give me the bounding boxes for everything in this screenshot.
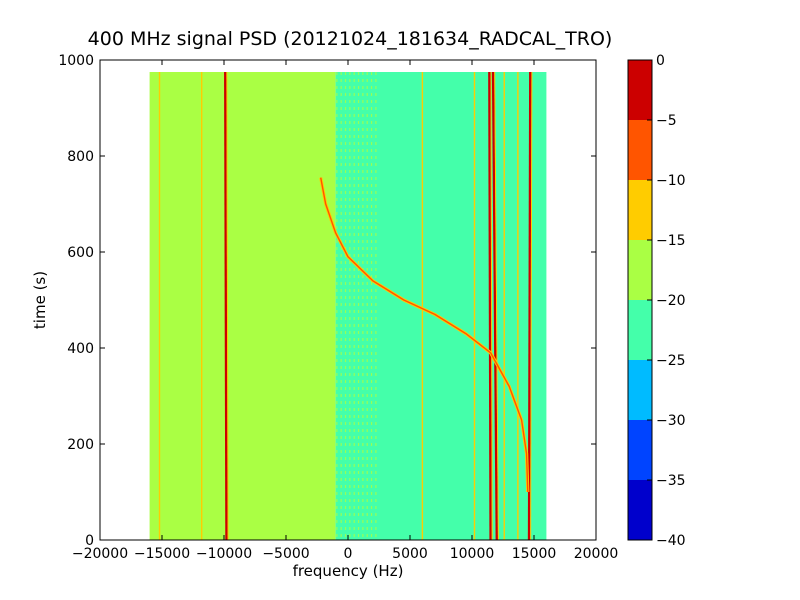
y-tick-label: 200 <box>67 437 94 453</box>
x-tick-label: −20000 <box>72 546 128 562</box>
colorbar-tick-label: −25 <box>656 353 686 369</box>
background-band <box>335 72 379 540</box>
colorbar-segment <box>628 180 652 240</box>
colorbar-segment <box>628 360 652 420</box>
data-layer <box>149 71 547 540</box>
colorbar-tick-label: −30 <box>656 413 686 429</box>
colorbar-tick-label: −20 <box>656 293 686 309</box>
x-tick-label: −5000 <box>262 546 309 562</box>
colorbar-segment <box>628 480 652 540</box>
x-tick-label: 20000 <box>574 546 619 562</box>
x-tick-label: −10000 <box>196 546 252 562</box>
plot-area: −20000 −15000 −10000 −5000 0 5000 10000 15000 20… <box>58 53 618 562</box>
colorbar-tick-label: −10 <box>656 173 686 189</box>
colorbar: −40 −35 −30 −25 −20 −15 −10 −5 0 <box>627 53 686 549</box>
x-tick-label: 0 <box>344 546 353 562</box>
y-tick-label: 800 <box>67 149 94 165</box>
colorbar-segment <box>628 300 652 360</box>
colorbar-tick-label: −40 <box>656 533 686 549</box>
x-tick-label: −15000 <box>134 546 190 562</box>
vertical-signal-edge <box>530 71 533 540</box>
colorbar-segment <box>628 240 652 300</box>
y-tick-label: 400 <box>67 341 94 357</box>
vertical-signal-edge <box>490 71 493 540</box>
vertical-signal-edge <box>494 71 499 540</box>
colorbar-tick-label: −35 <box>656 473 686 489</box>
colorbar-segment <box>628 420 652 480</box>
y-tick-label: 1000 <box>58 53 94 69</box>
colorbar-segment <box>628 120 652 180</box>
background-band <box>379 72 547 540</box>
colorbar-segment <box>628 60 652 120</box>
colorbar-tick-label: 0 <box>656 53 665 69</box>
x-axis-label: frequency (Hz) <box>292 562 404 580</box>
y-tick-label: 600 <box>67 245 94 261</box>
chirp-curve <box>320 177 529 493</box>
vertical-signal-edge <box>226 71 229 540</box>
x-tick-label: 10000 <box>450 546 495 562</box>
colorbar-tick-label: −15 <box>656 233 686 249</box>
x-tick-label: 5000 <box>392 546 428 562</box>
vertical-signal-line <box>224 71 228 540</box>
colorbar-tick-label: −5 <box>656 113 677 129</box>
vertical-signal-line <box>527 71 532 540</box>
vertical-signal-line <box>488 71 492 540</box>
y-tick-label: 0 <box>85 533 94 549</box>
background-band <box>149 72 336 540</box>
chart-title: 400 MHz signal PSD (20121024_181634_RADC… <box>87 28 613 50</box>
vertical-signal-line <box>491 71 498 540</box>
x-tick-label: 15000 <box>512 546 557 562</box>
